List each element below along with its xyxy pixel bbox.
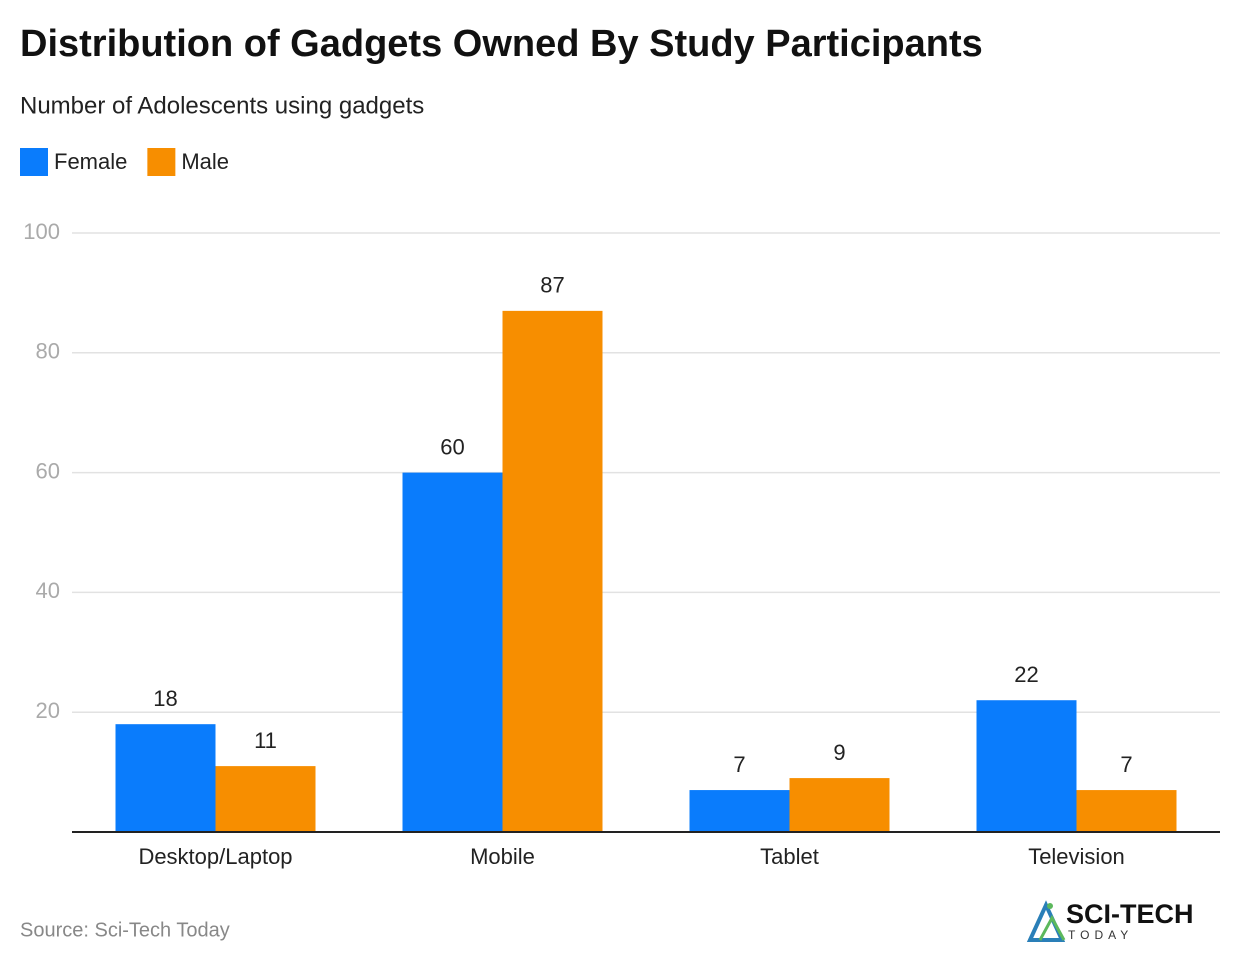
x-tick-label: Television	[1028, 844, 1125, 869]
value-label: 7	[1120, 752, 1132, 777]
x-tick-label: Mobile	[470, 844, 535, 869]
y-tick-label: 40	[36, 578, 60, 603]
value-label: 22	[1014, 662, 1038, 687]
value-label: 87	[540, 273, 564, 298]
bar	[689, 790, 790, 832]
value-label: 18	[153, 686, 177, 711]
legend-swatch	[20, 148, 48, 176]
bar	[1076, 790, 1177, 832]
logo-tagline: TODAY	[1068, 928, 1133, 942]
value-label: 11	[254, 728, 277, 753]
bar	[976, 700, 1077, 832]
legend-label: Male	[181, 149, 229, 174]
y-tick-label: 60	[36, 458, 60, 483]
legend-swatch	[147, 148, 176, 176]
bar	[115, 724, 216, 832]
source: Source: Sci-Tech Today	[20, 919, 230, 941]
value-label: 60	[440, 434, 464, 459]
y-tick-label: 80	[36, 339, 60, 364]
x-tick-label: Tablet	[760, 844, 819, 869]
logo-icon	[1026, 900, 1066, 942]
x-tick-label: Desktop/Laptop	[138, 844, 292, 869]
logo-text: SCI-TECH	[1066, 899, 1194, 929]
value-label: 9	[833, 740, 845, 765]
y-tick-label: 20	[36, 698, 60, 723]
y-tick-label: 100	[23, 219, 60, 244]
legend-label: Female	[54, 149, 127, 174]
bar	[789, 778, 890, 832]
chart-title: Distribution of Gadgets Owned By Study P…	[20, 23, 983, 65]
bar	[215, 766, 316, 832]
chart-subtitle: Number of Adolescents using gadgets	[20, 92, 424, 119]
bar	[502, 310, 603, 832]
value-label: 7	[733, 752, 745, 777]
bar	[402, 472, 503, 832]
